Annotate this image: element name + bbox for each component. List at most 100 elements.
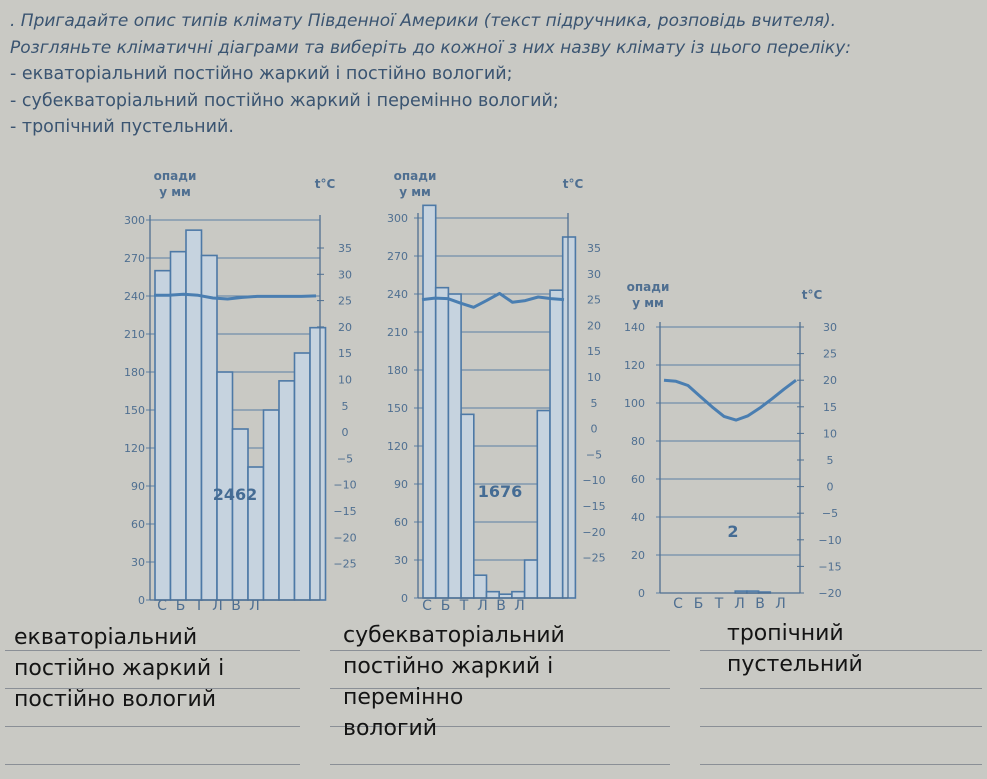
temp-tick-label: −25 [333, 558, 356, 571]
answer-line [700, 650, 982, 651]
precip-axis-label: опади [394, 169, 437, 183]
precip-tick-label: 60 [131, 518, 145, 531]
temp-tick-label: −20 [582, 526, 605, 539]
precip-tick-label: 40 [631, 511, 645, 524]
precip-tick-label: 120 [624, 359, 645, 372]
precip-tick-label: 300 [124, 214, 145, 227]
precip-tick-label: 210 [387, 326, 408, 339]
temp-tick-label: −5 [586, 448, 602, 461]
temp-tick-label: −10 [818, 534, 841, 547]
temp-tick-label: 0 [342, 426, 349, 439]
answer-3-line: тропічний [727, 621, 844, 646]
answer-line [5, 726, 300, 727]
precip-bar [262, 409, 280, 601]
precip-axis-unit: у мм [159, 185, 191, 199]
answer-2-line: перемінно [343, 685, 464, 710]
month-label: Т [459, 598, 469, 614]
precip-tick-label: 120 [387, 440, 408, 453]
temp-tick-label: 35 [338, 242, 352, 255]
temp-tick-label: −15 [582, 500, 605, 513]
task-line-1: . Пригадайте опис типів клімату Південно… [10, 11, 837, 31]
month-label: С [673, 596, 683, 612]
temp-tick-label: 0 [827, 481, 834, 494]
answer-line [700, 688, 982, 689]
answer-3: тропічний пустельний [727, 618, 863, 680]
annual-precip-total: 2462 [213, 485, 258, 504]
month-label: Л [212, 598, 223, 614]
temp-tick-label: −15 [333, 505, 356, 518]
temp-tick-label: −5 [337, 452, 353, 465]
temp-tick-label: −10 [582, 474, 605, 487]
annual-precip-total: 1676 [478, 482, 523, 501]
precip-bar [434, 286, 450, 599]
precip-bar [447, 293, 462, 599]
temp-tick-label: 5 [827, 454, 834, 467]
temp-tick-label: −25 [582, 552, 605, 565]
month-label: Т [194, 598, 204, 614]
answer-2: субекваторіальний постійно жаркий і пере… [343, 620, 565, 744]
month-label: Б [694, 596, 704, 612]
precip-axis-label: опади [154, 169, 197, 183]
answer-1-line: постійно жаркий і [14, 656, 225, 681]
precip-bar [169, 250, 187, 601]
temp-tick-label: 25 [587, 294, 601, 307]
precip-tick-label: 210 [124, 328, 145, 341]
precip-bar [200, 254, 218, 601]
temperature-line [421, 291, 565, 309]
precip-tick-label: 0 [138, 594, 145, 607]
precip-tick-label: 80 [631, 435, 645, 448]
temp-axis-label: t°C [315, 177, 336, 191]
precip-bar [278, 380, 296, 601]
temp-tick-label: 25 [338, 295, 352, 308]
precip-tick-label: 140 [624, 321, 645, 334]
precip-tick-label: 30 [394, 554, 408, 567]
temp-tick-label: 10 [823, 427, 837, 440]
temp-tick-label: −5 [822, 507, 838, 520]
precip-bar [549, 289, 564, 599]
annual-precip-total: 2 [727, 522, 738, 541]
precip-tick-label: 150 [387, 402, 408, 415]
option-subequatorial: - субекваторіальний постійно жаркий і пе… [10, 90, 559, 111]
precip-bar [309, 326, 327, 601]
temp-axis-label: t°C [563, 177, 584, 191]
precip-tick-label: 270 [124, 252, 145, 265]
answer-line [5, 764, 300, 765]
temp-tick-label: 30 [823, 321, 837, 334]
precip-bar [154, 269, 172, 601]
precip-bar [561, 236, 577, 599]
temp-tick-label: −15 [818, 560, 841, 573]
month-label: В [231, 598, 241, 614]
precip-bar [185, 229, 203, 601]
answer-2-line: субекваторіальний [343, 623, 565, 648]
answer-line [330, 650, 670, 651]
answer-2-line: постійно жаркий і [343, 654, 554, 679]
temperature-line [663, 378, 797, 422]
month-label: Б [441, 598, 451, 614]
temp-tick-label: 15 [587, 345, 601, 358]
month-label: Б [176, 598, 186, 614]
answer-line [700, 764, 982, 765]
precip-tick-label: 0 [638, 587, 645, 600]
month-label: С [422, 598, 432, 614]
precip-tick-label: 180 [124, 366, 145, 379]
temp-tick-label: −20 [333, 531, 356, 544]
month-label: С [157, 598, 167, 614]
precip-tick-label: 180 [387, 364, 408, 377]
precip-bar [293, 352, 311, 601]
temp-tick-label: 15 [823, 401, 837, 414]
temp-tick-label: 30 [338, 268, 352, 281]
precip-axis-unit: у мм [399, 185, 431, 199]
temp-tick-label: 5 [591, 397, 598, 410]
option-equatorial: - екваторіальний постійно жаркий і пості… [10, 64, 513, 84]
precip-bar [422, 204, 437, 599]
answer-line [700, 726, 982, 727]
precip-tick-label: 150 [124, 404, 145, 417]
precip-bar [472, 574, 488, 599]
option-tropical-desert: - тропічний пустельний. [10, 117, 234, 137]
precip-tick-label: 120 [124, 442, 145, 455]
precip-tick-label: 240 [124, 290, 145, 303]
precip-tick-label: 0 [401, 592, 408, 605]
temp-tick-label: 25 [823, 348, 837, 361]
precip-axis-label: опади [627, 280, 670, 294]
month-label: Л [775, 596, 786, 612]
